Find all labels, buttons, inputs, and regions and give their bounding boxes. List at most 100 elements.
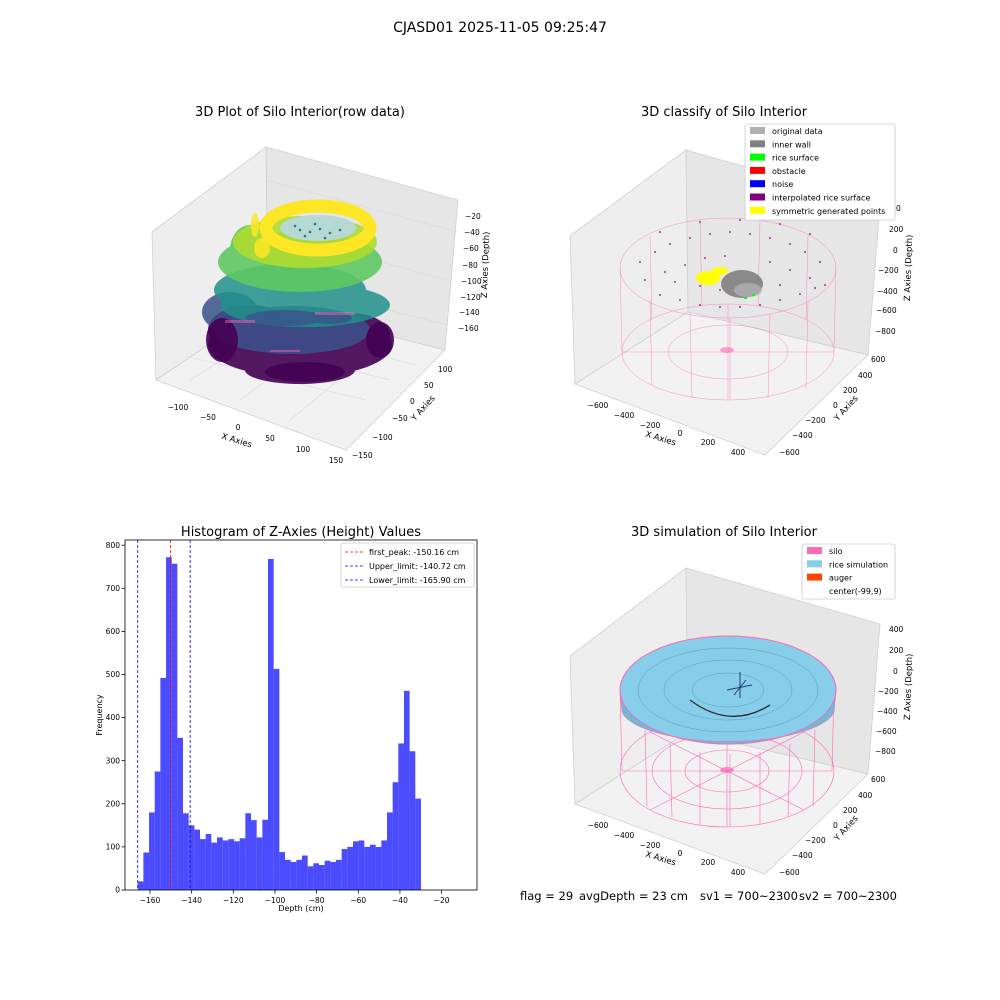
hist-xticks: −160 −140 −120 −100 −80 −60 −40 −20 [140, 890, 450, 905]
raw-xtick: 100 [296, 445, 311, 454]
classify-silo-wireframe [619, 217, 837, 401]
footer-sv1: sv1 = 700~2300 [700, 889, 798, 903]
hist-bar [200, 839, 206, 890]
footer-sv2: sv2 = 700~2300 [799, 889, 897, 903]
hist-bar [262, 819, 269, 890]
sim-ztick: −200 [878, 687, 899, 696]
hist-bar [335, 859, 342, 890]
raw-ytick: −100 [372, 433, 393, 442]
hist-bar [290, 861, 297, 890]
raw-ztick: −40 [464, 228, 480, 237]
sim-legend-label: rice simulation [829, 560, 888, 569]
hist-bar [171, 563, 178, 890]
sim-xtick: 400 [731, 868, 746, 877]
hist-bar [285, 859, 291, 890]
hist-axes-frame [124, 539, 478, 891]
classify-xtick: 200 [701, 438, 716, 447]
sim-ztick: 400 [889, 625, 904, 634]
hist-xtick-label: −160 [140, 896, 161, 905]
classify-legend-swatch [750, 166, 765, 174]
raw-ytick-labels: 100 50 0 −50 −100 −150 [352, 365, 453, 460]
hist-ytick-label: 600 [106, 627, 121, 636]
hist-bar [392, 782, 399, 890]
raw-point-cloud [202, 199, 394, 384]
sim-legend-swatch [807, 547, 822, 554]
raw-xtick: −100 [168, 403, 189, 412]
hist-bar [352, 841, 359, 890]
hist-bar [330, 861, 336, 890]
hist-bar [381, 840, 387, 890]
hist-bar [324, 860, 331, 890]
classify-ztick-partial: 0 [896, 204, 901, 213]
classify-ytick: 400 [858, 371, 873, 380]
sim-xtick: −200 [640, 841, 661, 850]
raw-xtick: 0 [236, 423, 241, 432]
panel-raw-3d: 3D Plot of Silo Interior(row data) [151, 105, 492, 465]
classify-ytick: −600 [779, 448, 800, 457]
raw-xtick: 150 [329, 456, 344, 465]
hist-bar [194, 829, 201, 890]
classify-legend-swatch [750, 206, 765, 214]
hist-ytick-label: 500 [106, 670, 121, 679]
raw-ytick: −150 [352, 451, 373, 460]
raw-title: 3D Plot of Silo Interior(row data) [195, 105, 405, 120]
sim-ytick: −200 [805, 836, 826, 845]
hist-bar [386, 812, 393, 890]
sim-ztick-labels: 400 200 0 −200 −400 −600 −800 [875, 625, 904, 756]
hist-bar [154, 771, 161, 890]
classify-xtick: 0 [678, 429, 683, 438]
hist-bar [245, 813, 252, 890]
sim-xtick: 200 [701, 858, 716, 867]
classify-legend-label: symmetric generated points [772, 207, 885, 216]
sim-xtick: −400 [614, 831, 635, 840]
hist-xtick-label: −100 [265, 896, 286, 905]
sim-zlabel: Z Axies (Depth) [903, 653, 915, 720]
hist-bar [137, 881, 144, 890]
raw-zlabel: Z Axies (Depth) [480, 231, 492, 298]
classify-title: 3D classify of Silo Interior [641, 105, 808, 120]
raw-ztick: −60 [463, 244, 479, 253]
classify-legend: original data inner wall rice surface obsta… [744, 123, 896, 221]
classify-legend-label: noise [772, 180, 793, 189]
hist-ytick-label: 200 [106, 799, 121, 808]
raw-ztick: −100 [461, 277, 482, 286]
sim-legend: silo rice simulation auger center(-99,9) [801, 543, 896, 600]
classify-axes-box [569, 149, 881, 456]
raw-ytick: −50 [392, 414, 408, 423]
sim-ztick: −800 [875, 747, 896, 756]
classify-ztick-labels: 0 200 0 −200 −400 −600 −800 [875, 204, 904, 336]
classify-symmetric-points [696, 267, 728, 285]
classify-legend-swatch [750, 140, 765, 148]
panel-histogram: Histogram of Z-Axies (Height) Values −16… [95, 525, 478, 913]
hist-bar [234, 841, 240, 890]
classify-ytick-labels: 600 400 200 0 −200 −400 −600 [779, 355, 886, 457]
classify-legend-swatch [750, 153, 765, 161]
hist-bar [166, 557, 172, 890]
hist-bars [137, 557, 421, 890]
hist-bar [296, 859, 302, 890]
classify-ytick: 600 [871, 355, 886, 364]
raw-xtick: −50 [200, 413, 216, 422]
hist-bar [364, 846, 370, 890]
hist-bar [398, 743, 404, 890]
classify-rice-surface [744, 294, 755, 299]
hist-bar [347, 846, 353, 890]
classify-xtick: −600 [588, 401, 609, 410]
classify-legend-label: obstacle [772, 167, 806, 176]
classify-ytick: 0 [833, 401, 838, 410]
sim-ztick: −400 [877, 707, 898, 716]
sim-legend-swatch [807, 560, 822, 568]
hist-bar [313, 863, 319, 890]
raw-ytick: 100 [438, 365, 453, 374]
raw-ytick: 0 [410, 397, 415, 406]
classify-ztick: −400 [877, 287, 898, 296]
sim-legend-entries: silo rice simulation auger center(-99,9) [807, 547, 888, 596]
hist-bar [318, 865, 325, 890]
hist-bar [403, 690, 410, 890]
classify-ytick: −400 [792, 431, 813, 440]
sim-xtick: 0 [678, 849, 683, 858]
hist-legend-label: Lower_limit: -165.90 cm [369, 576, 466, 585]
hist-xtick-label: −40 [392, 896, 408, 905]
hist-vlines [137, 540, 191, 890]
hist-bar [369, 844, 376, 890]
